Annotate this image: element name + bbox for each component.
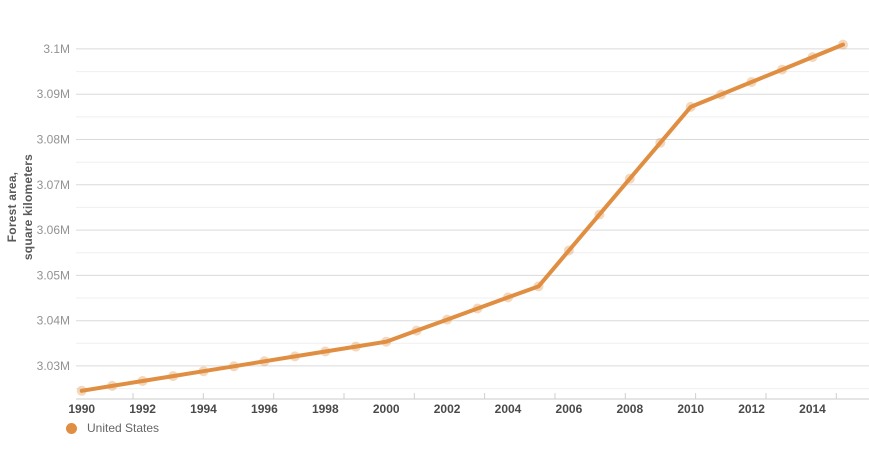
x-tick-label: 2006 [556,402,583,416]
data-point-2013[interactable] [777,64,788,75]
legend-marker-icon [66,422,77,434]
x-tick-label: 1994 [190,402,217,416]
data-point-1994[interactable] [198,366,209,377]
y-tick-label: 3.07M [37,178,70,192]
data-point-1990[interactable] [76,385,87,396]
legend-label: United States [87,421,160,435]
y-tick-label: 3.06M [37,223,70,237]
series-line-united-states [79,42,845,393]
legend-item-united-states[interactable]: United States [66,421,159,435]
data-point-2012[interactable] [746,77,757,87]
data-point-2011[interactable] [716,89,727,100]
y-tick-label: 3.03M [37,359,70,373]
data-point-2000[interactable] [381,336,392,347]
x-tick-label: 2010 [677,402,704,416]
y-axis-title-line2: square kilometers [21,153,35,261]
x-tick-label: 2000 [373,402,400,416]
x-tick-label: 1992 [129,402,156,416]
data-point-2010[interactable] [685,101,696,112]
data-point-2014[interactable] [807,52,818,63]
y-axis-title-line1: Forest area, [5,171,19,243]
data-point-2001[interactable] [411,325,422,336]
y-tick-label: 3.05M [37,268,70,282]
data-point-1993[interactable] [168,371,179,382]
data-point-2003[interactable] [472,303,483,314]
x-tick-label: 2004 [495,402,522,416]
data-point-1995[interactable] [228,361,239,372]
y-tick-label: 3.04M [37,314,70,328]
x-tick-label: 1996 [251,402,278,416]
x-tick-label: 2002 [434,402,461,416]
x-tick-label: 2008 [616,402,643,416]
data-point-1991[interactable] [107,380,118,391]
x-tick-label: 1990 [68,402,95,416]
x-tick-label: 2012 [738,402,765,416]
data-point-2008[interactable] [624,173,635,184]
x-tick-label: 2014 [799,402,826,416]
data-point-2005[interactable] [533,281,544,292]
data-point-2009[interactable] [655,137,666,148]
y-tick-label: 3.09M [37,87,70,101]
y-axis-title: Forest area, square kilometers [4,122,38,292]
y-tick-label: 3.1M [43,42,70,56]
data-point-1998[interactable] [320,346,331,357]
data-point-1992[interactable] [137,376,148,386]
data-point-2004[interactable] [503,292,513,303]
data-point-2015[interactable] [838,39,848,50]
data-point-2002[interactable] [442,314,453,325]
y-tick-label: 3.08M [37,133,70,147]
x-tick-label: 1998 [312,402,339,416]
data-point-1996[interactable] [259,356,270,367]
data-point-1999[interactable] [350,341,361,352]
data-point-2006[interactable] [563,245,574,256]
data-point-1997[interactable] [289,351,300,362]
data-point-2007[interactable] [594,209,605,220]
